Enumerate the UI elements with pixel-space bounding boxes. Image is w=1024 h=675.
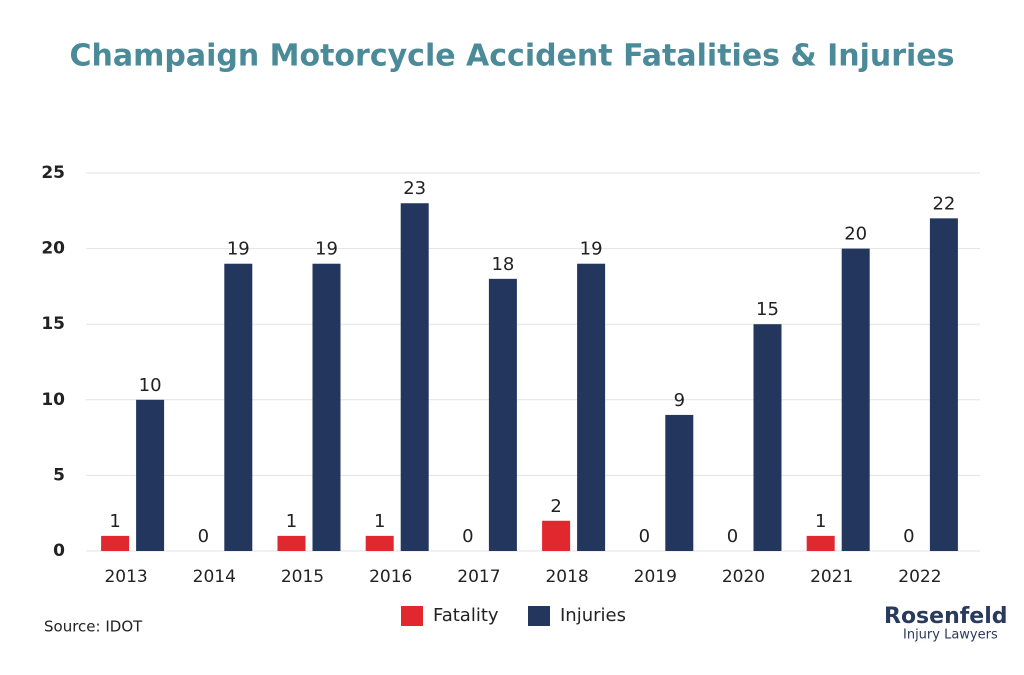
value-label: 18 [491,254,514,275]
bar [400,203,429,552]
x-tick-label: 2019 [634,567,677,587]
value-label: 2 [550,496,561,517]
value-label: 1 [374,511,385,532]
source: Source: IDOT [44,618,143,636]
x-tick-label: 2021 [810,567,853,587]
bar [665,414,694,551]
bar [312,263,341,551]
bar [136,399,165,551]
bar [488,278,517,551]
bar [365,535,394,551]
value-label: 20 [844,224,867,245]
y-tick-label: 0 [53,541,65,561]
value-label: 1 [815,511,826,532]
chart-title: Champaign Motorcycle Accident Fatalities… [69,39,954,74]
bar [753,324,782,551]
value-label: 22 [932,193,955,214]
y-tick-label: 20 [41,239,65,259]
x-tick-label: 2015 [281,567,324,587]
value-label: 0 [198,526,209,547]
y-tick-label: 25 [41,163,65,183]
bar [101,535,130,551]
y-tick-label: 5 [53,465,65,485]
value-label: 23 [403,178,426,199]
x-tick-label: 2017 [457,567,500,587]
x-tick-label: 2022 [898,567,941,587]
y-tick-label: 15 [41,314,65,334]
bar [542,520,571,551]
logo-name: Rosenfeld [884,604,1008,629]
value-label: 0 [462,526,473,547]
x-tick-label: 2016 [369,567,412,587]
legend-swatch [401,606,423,626]
x-tick-label: 2014 [193,567,236,587]
x-tick-label: 2020 [722,567,765,587]
bar [806,535,835,551]
value-label: 0 [639,526,650,547]
value-label: 1 [109,511,120,532]
x-tick-label: 2018 [545,567,588,587]
value-label: 9 [674,390,685,411]
legend-swatch [528,606,550,626]
bar [224,263,253,551]
value-label: 19 [227,239,250,260]
bar [929,218,958,552]
logo-tagline: Injury Lawyers [903,628,998,643]
legend-label: Injuries [560,605,626,626]
y-tick-label: 10 [41,390,65,410]
value-label: 19 [580,239,603,260]
bar [577,263,606,551]
value-label: 0 [903,526,914,547]
value-label: 0 [727,526,738,547]
value-label: 19 [315,239,338,260]
legend-label: Fatality [433,605,499,626]
value-label: 1 [286,511,297,532]
value-label: 10 [139,375,162,396]
value-label: 15 [756,299,779,320]
bar [277,535,306,551]
bar [841,248,870,551]
x-tick-label: 2013 [104,567,147,587]
